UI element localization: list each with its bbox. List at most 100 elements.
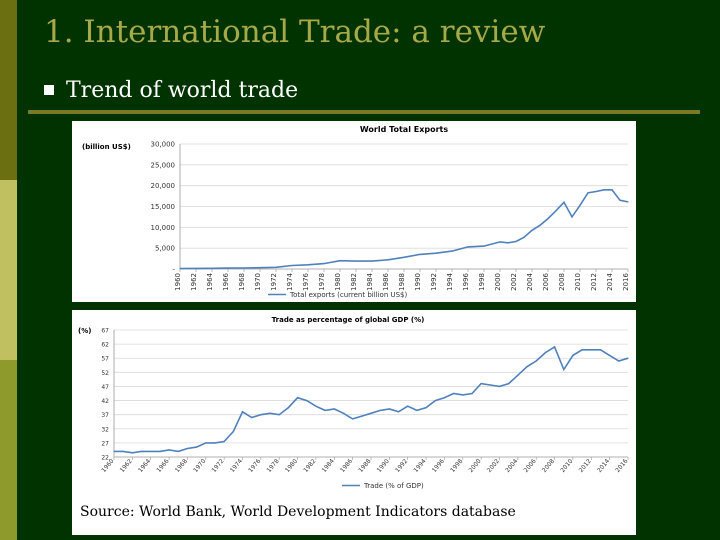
exports-data-point [539,224,541,226]
exports-data-point [179,267,181,270]
exports-x-tick-label: 1976 [302,272,310,290]
world-exports-chart: World Total Exports (billion US$) - 5,000 10… [82,125,630,299]
tradegdp-x-tick-label: 1986 [339,458,354,474]
exports-data-point [387,259,389,261]
tradegdp-data-point [489,384,491,386]
tradegdp-data-point [535,360,537,362]
exports-data-point [547,217,549,220]
tradegdp-data-point [618,360,620,362]
tradegdp-x-tick-label: 1976 [247,458,262,474]
tradegdp-data-point [260,414,262,416]
tradegdp-data-point [453,392,455,395]
tradegdp-y-tick-label: 27 [101,440,109,447]
exports-x-tick-label: 1994 [446,272,454,290]
exports-x-tick-label: 2016 [622,272,630,290]
tradegdp-y-tick-label: 57 [101,356,109,363]
tradegdp-data-point [324,409,326,412]
stripe-segment-top [0,0,17,180]
tradegdp-data-point [177,450,179,452]
exports-y-tick-label: - [172,266,175,274]
tradegdp-data-point [342,412,345,414]
exports-data-point [195,267,197,269]
exports-title: World Total Exports [360,125,448,134]
exports-data-point [211,267,213,269]
exports-y-tick-label: 25,000 [151,161,176,169]
tradegdp-y-tick-label: 37 [101,412,109,419]
tradegdp-x-tick-label: 1978 [266,458,281,474]
exports-x-tick-label: 2000 [494,273,502,291]
tradegdp-series-line [114,345,629,454]
tradegdp-data-point [352,418,354,420]
tradegdp-data-point [572,354,574,356]
tradegdp-data-point [471,392,473,395]
bullet-item: Trend of world trade [44,78,298,103]
tradegdp-data-point [370,412,372,414]
tradegdp-data-point [287,407,289,409]
tradegdp-x-tick-label: 1974 [229,458,244,474]
exports-x-tick-label: 1980 [334,273,342,291]
tradegdp-x-tick-label: 1962 [119,458,134,474]
exports-x-tick-label: 1992 [430,273,438,291]
exports-data-point [579,204,581,206]
exports-data-point [355,260,357,262]
exports-data-point [627,201,629,203]
tradegdp-data-point [526,366,528,368]
exports-x-tick-label: 1964 [206,272,214,290]
exports-y-tick-label: 15,000 [151,203,176,211]
slide-title: 1. International Trade: a review [44,14,546,50]
tradegdp-data-point [269,412,271,414]
exports-data-point [603,189,605,191]
tradegdp-data-point [498,385,501,388]
tradegdp-y-tick-label: 32 [101,426,109,433]
trade-gdp-chart: Trade as percentage of global GDP (%) (%)… [78,316,630,490]
exports-data-point [515,240,517,243]
exports-data-point [531,229,533,231]
tradegdp-data-point [140,450,143,452]
title-divider [28,110,700,114]
tradegdp-x-tick-label: 2016 [614,458,629,474]
tradegdp-x-tick-label: 2006 [523,458,538,474]
tradegdp-data-point [168,449,170,451]
left-stripe [0,0,17,540]
source-note: Source: World Bank, World Development In… [80,504,516,520]
exports-series-line [179,189,629,270]
tradegdp-data-point [627,357,629,359]
tradegdp-x-tick-label: 1992 [394,458,409,474]
exports-x-tick-label: 1960 [174,273,182,291]
exports-data-point [275,266,277,268]
exports-x-tick-label: 1990 [414,273,422,291]
tradegdp-data-point [278,414,280,416]
tradegdp-y-tick-label: 22 [101,455,109,462]
tradegdp-x-tick-label: 1968 [174,458,189,474]
tradegdp-data-point [223,440,225,443]
tradegdp-data-point [544,351,546,354]
tradegdp-x-tick-label: 1972 [210,458,225,474]
tradegdp-data-point [150,450,152,452]
exports-data-point [483,245,485,247]
exports-x-tick-label: 2002 [510,273,518,291]
tradegdp-data-point [306,399,308,402]
stripe-segment-middle [0,180,17,360]
exports-x-tick-label: 1968 [238,273,246,291]
tradegdp-data-point [407,405,409,407]
exports-y-tick-label: 30,000 [151,141,176,149]
tradegdp-x-tick-label: 1994 [412,458,427,474]
tradegdp-data-point [609,354,611,356]
exports-data-point [243,267,245,269]
tradegdp-x-tick-label: 2014 [596,458,611,474]
exports-x-tick-label: 1978 [318,273,326,291]
tradegdp-x-tick-label: 1998 [449,458,464,474]
exports-data-point [227,267,229,269]
exports-data-point [555,210,557,212]
tradegdp-data-point [131,452,133,454]
exports-data-point [307,264,309,266]
tradegdp-x-tick-label: 1984 [321,458,336,474]
chart-panel: World Total Exports (billion US$) - 5,000 10… [72,121,636,495]
bullet-text: Trend of world trade [66,78,299,103]
tradegdp-data-point [196,446,198,448]
tradegdp-data-point [361,415,363,417]
exports-y-tick-label: 20,000 [151,182,176,190]
tradegdp-data-point [251,416,253,419]
tradegdp-data-point [388,408,390,410]
source-box: Source: World Bank, World Development In… [72,495,636,535]
